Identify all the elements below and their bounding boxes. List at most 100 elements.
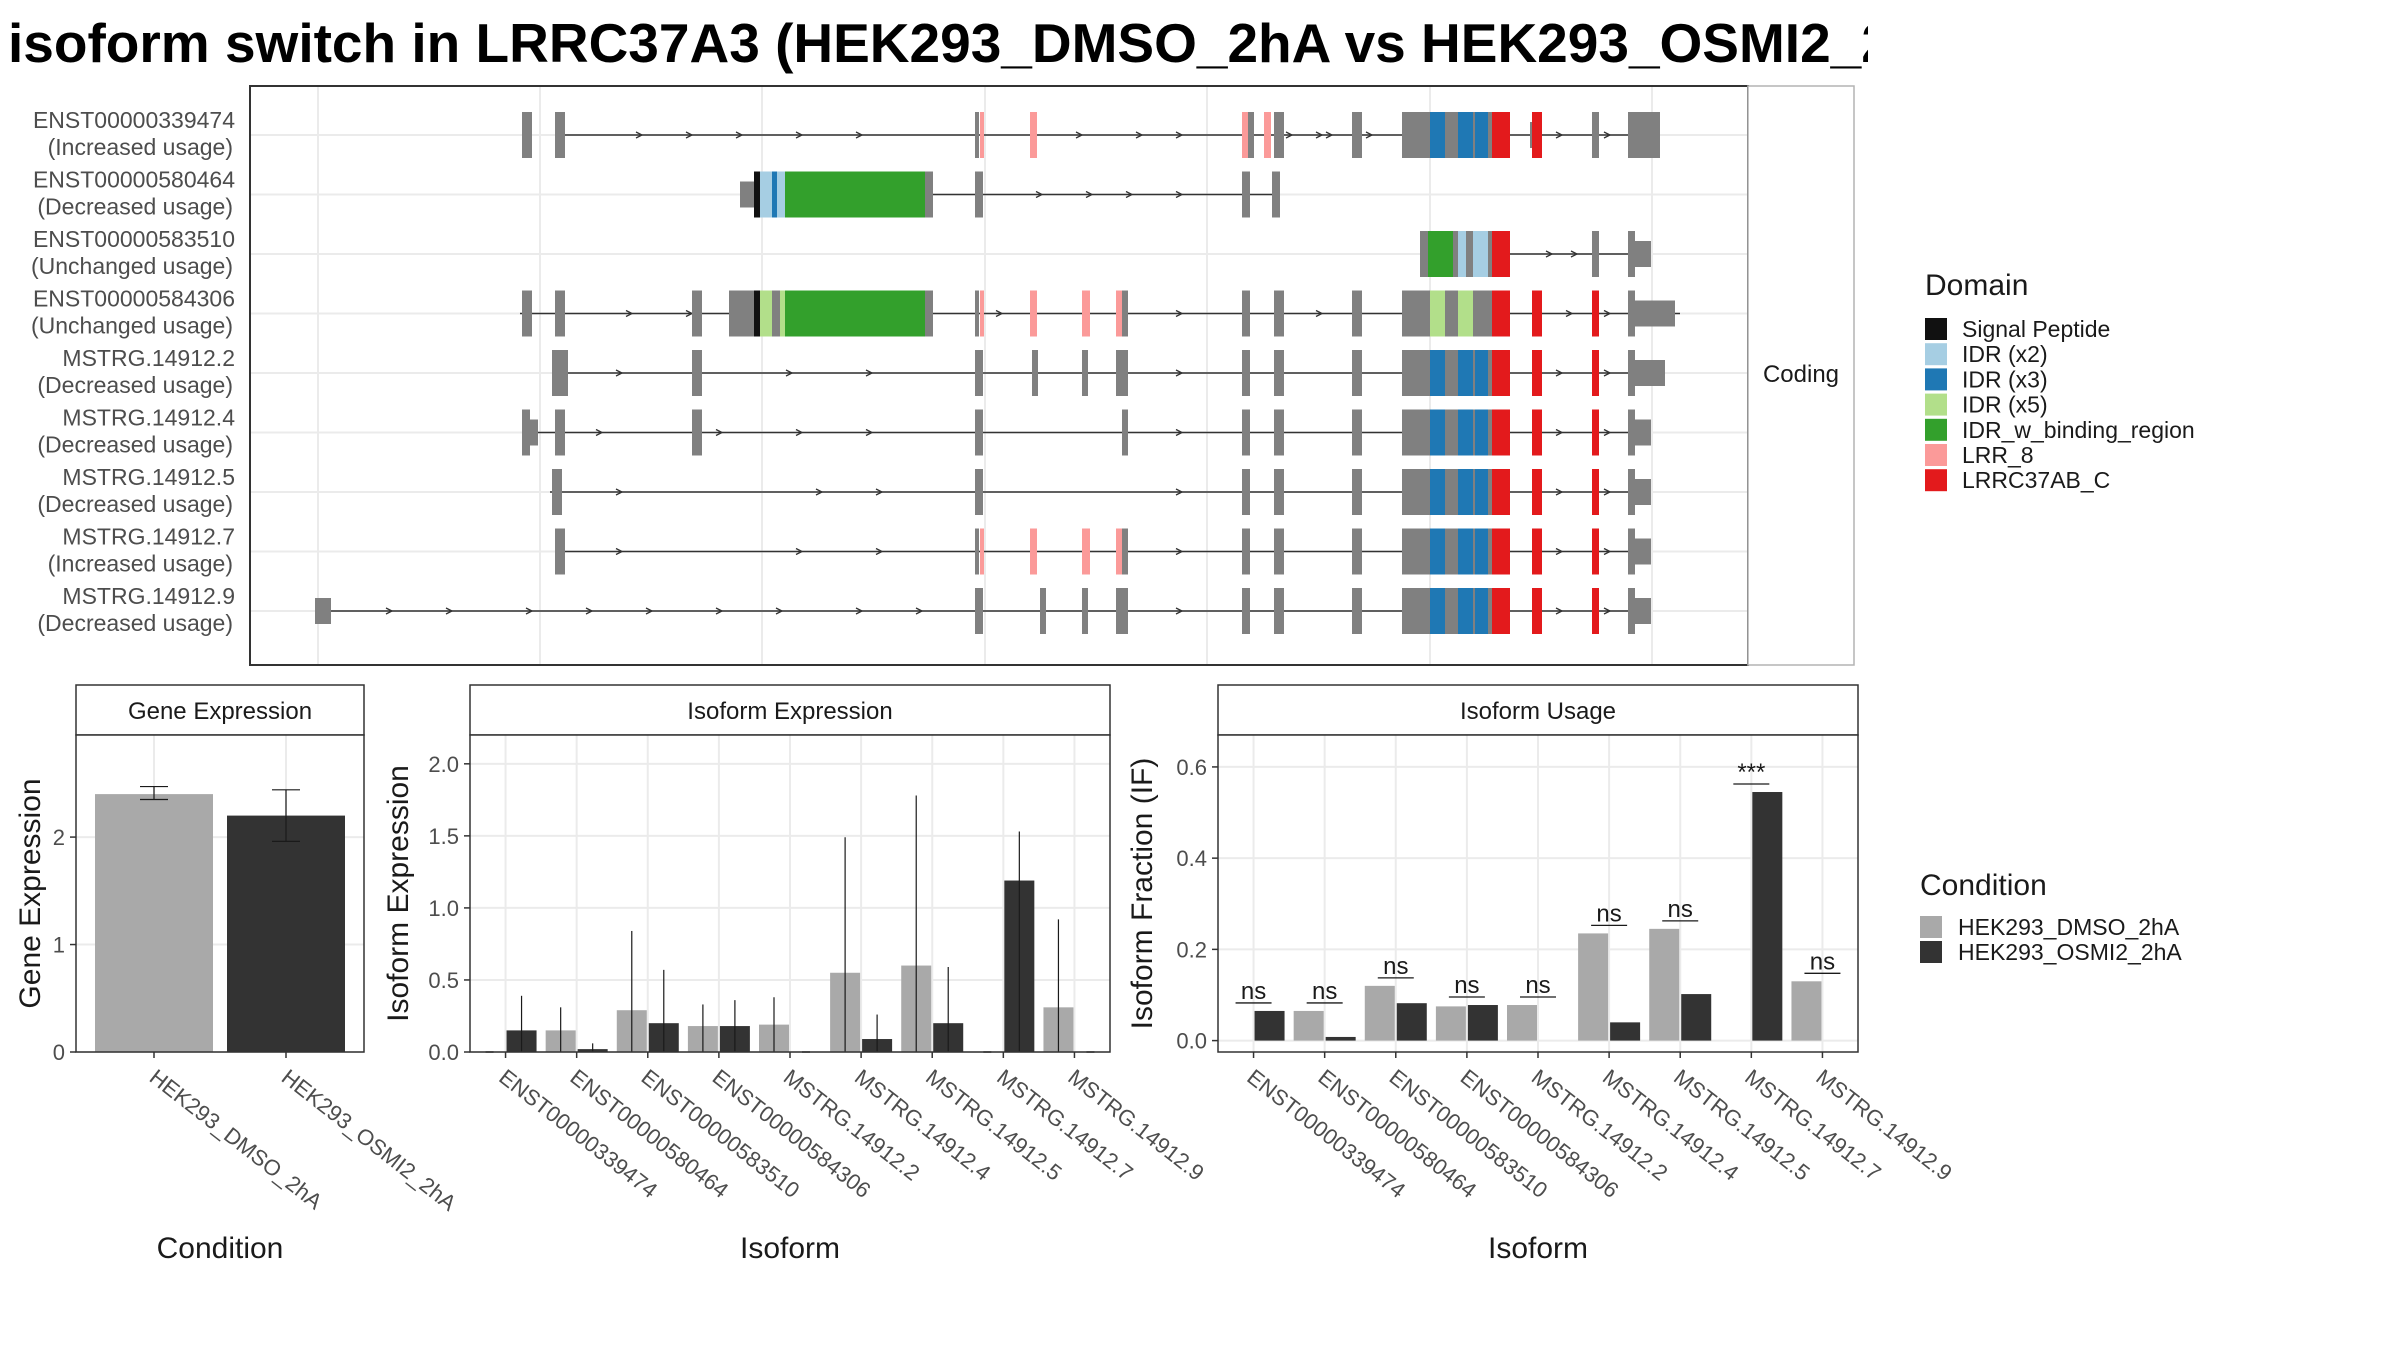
exon-block bbox=[1628, 588, 1635, 634]
exon-block bbox=[1274, 350, 1284, 396]
intron-arrow bbox=[1603, 607, 1612, 615]
intron-arrow bbox=[1175, 369, 1184, 377]
intron-arrow bbox=[625, 309, 634, 318]
domain-block bbox=[1592, 528, 1599, 575]
utr-block bbox=[530, 419, 538, 446]
intron-arrow bbox=[1603, 547, 1612, 556]
exon-block bbox=[1488, 350, 1492, 396]
intron-arrow bbox=[1175, 428, 1184, 437]
facet-strip bbox=[1747, 85, 1855, 666]
domain-block bbox=[1458, 112, 1473, 158]
exon-block bbox=[1592, 112, 1599, 158]
domain-block bbox=[1492, 469, 1510, 515]
domain-legend-swatch bbox=[1925, 469, 1947, 492]
domain-block bbox=[1592, 409, 1599, 456]
transcript-usage-label: (Decreased usage) bbox=[37, 610, 233, 636]
intron-arrow bbox=[615, 547, 624, 556]
condition-legend-swatch bbox=[1920, 941, 1942, 963]
domain-legend-swatch bbox=[1925, 444, 1947, 466]
domain-block bbox=[754, 171, 760, 218]
exon-block bbox=[1122, 290, 1128, 337]
exon-block bbox=[1352, 528, 1362, 575]
intron-arrow bbox=[1603, 131, 1612, 139]
exon-block bbox=[1445, 469, 1458, 515]
domain-block bbox=[1475, 112, 1488, 158]
intron-arrow bbox=[1603, 488, 1612, 496]
domain-block bbox=[760, 290, 772, 337]
domain-block bbox=[1430, 588, 1445, 634]
transcript-id-label: MSTRG.14912.7 bbox=[62, 524, 235, 550]
intron-arrow bbox=[795, 131, 804, 139]
exon-block bbox=[1628, 350, 1635, 396]
isoform-expression-title: Isoform Expression bbox=[687, 698, 892, 725]
domain-block bbox=[777, 171, 785, 218]
domain-block bbox=[1458, 290, 1473, 337]
domain-legend-swatch bbox=[1925, 343, 1947, 366]
transcript-usage-label: (Decreased usage) bbox=[37, 491, 233, 517]
exon-block bbox=[552, 350, 568, 396]
exon-block bbox=[975, 409, 983, 456]
domain-legend-label: IDR (x3) bbox=[1962, 366, 2048, 392]
domain-block bbox=[1475, 588, 1488, 634]
intron-arrow bbox=[1125, 190, 1134, 199]
intron-arrow bbox=[785, 369, 794, 377]
exon-block bbox=[1040, 588, 1046, 634]
condition-legend-label: HEK293_DMSO_2hA bbox=[1958, 914, 2180, 940]
gene-expression-border bbox=[75, 734, 365, 1053]
exon-block bbox=[1445, 290, 1458, 337]
intron-arrow bbox=[1555, 131, 1564, 139]
intron-arrow bbox=[865, 428, 874, 437]
gene-expression-title: Gene Expression bbox=[128, 698, 312, 725]
transcript-usage-label: (Decreased usage) bbox=[37, 372, 233, 398]
exon-block bbox=[1402, 588, 1430, 634]
intron-arrow bbox=[1175, 607, 1184, 615]
domain-block bbox=[785, 290, 925, 337]
exon-block bbox=[1274, 469, 1284, 515]
exon-block bbox=[1122, 588, 1128, 634]
exon-block bbox=[975, 290, 979, 337]
exon-block bbox=[1274, 588, 1284, 634]
exon-block bbox=[1122, 409, 1128, 456]
transcript-usage-label: (Unchanged usage) bbox=[31, 313, 233, 339]
intron-arrow bbox=[1175, 488, 1184, 496]
condition-legend-label: HEK293_OSMI2_2hA bbox=[1958, 939, 2182, 965]
isoform-expression-xlabel: Isoform bbox=[740, 1232, 840, 1265]
transcript-usage-label: (Increased usage) bbox=[48, 551, 233, 577]
intron-arrow bbox=[855, 607, 864, 615]
gene-expression-xlabel: Condition bbox=[157, 1232, 284, 1265]
intron-arrow bbox=[795, 547, 804, 556]
isoform-usage-significance-label: *** bbox=[1737, 759, 1765, 786]
exon-block bbox=[1402, 469, 1430, 515]
exon-block bbox=[1352, 409, 1362, 456]
transcript-id-label: MSTRG.14912.5 bbox=[62, 464, 235, 490]
exon-block bbox=[1352, 112, 1362, 158]
isoform-usage-xlabel: Isoform bbox=[1488, 1232, 1588, 1265]
intron-arrow bbox=[1365, 131, 1374, 139]
domain-block bbox=[1458, 588, 1473, 634]
intron-arrow bbox=[1035, 190, 1044, 199]
intron-arrow bbox=[1603, 369, 1612, 377]
intron-arrow bbox=[735, 131, 744, 139]
domain-block bbox=[1082, 290, 1090, 337]
intron-arrow bbox=[615, 488, 624, 496]
gene-expression-ytick-label: 1 bbox=[53, 933, 65, 958]
exon-block bbox=[1032, 350, 1038, 396]
transcript-usage-label: (Decreased usage) bbox=[37, 194, 233, 220]
domain-block bbox=[1458, 528, 1473, 575]
exon-block bbox=[555, 528, 565, 575]
domain-block bbox=[1030, 528, 1037, 575]
utr-block bbox=[315, 598, 331, 624]
intron-arrow bbox=[585, 607, 594, 615]
domain-block bbox=[1532, 528, 1542, 575]
domain-block bbox=[1475, 409, 1488, 456]
isoform-usage-bar bbox=[1610, 1022, 1641, 1041]
gene-expression-ytick-label: 2 bbox=[53, 825, 65, 850]
intron-arrow bbox=[1175, 547, 1184, 556]
intron-arrow bbox=[385, 607, 394, 615]
exon-block bbox=[1122, 350, 1128, 396]
domain-block bbox=[1458, 231, 1466, 277]
intron-arrow bbox=[865, 369, 874, 377]
utr-block bbox=[1635, 479, 1651, 505]
isoform-expression-ytick-label: 1.5 bbox=[428, 824, 459, 849]
intron-arrow bbox=[875, 488, 884, 496]
